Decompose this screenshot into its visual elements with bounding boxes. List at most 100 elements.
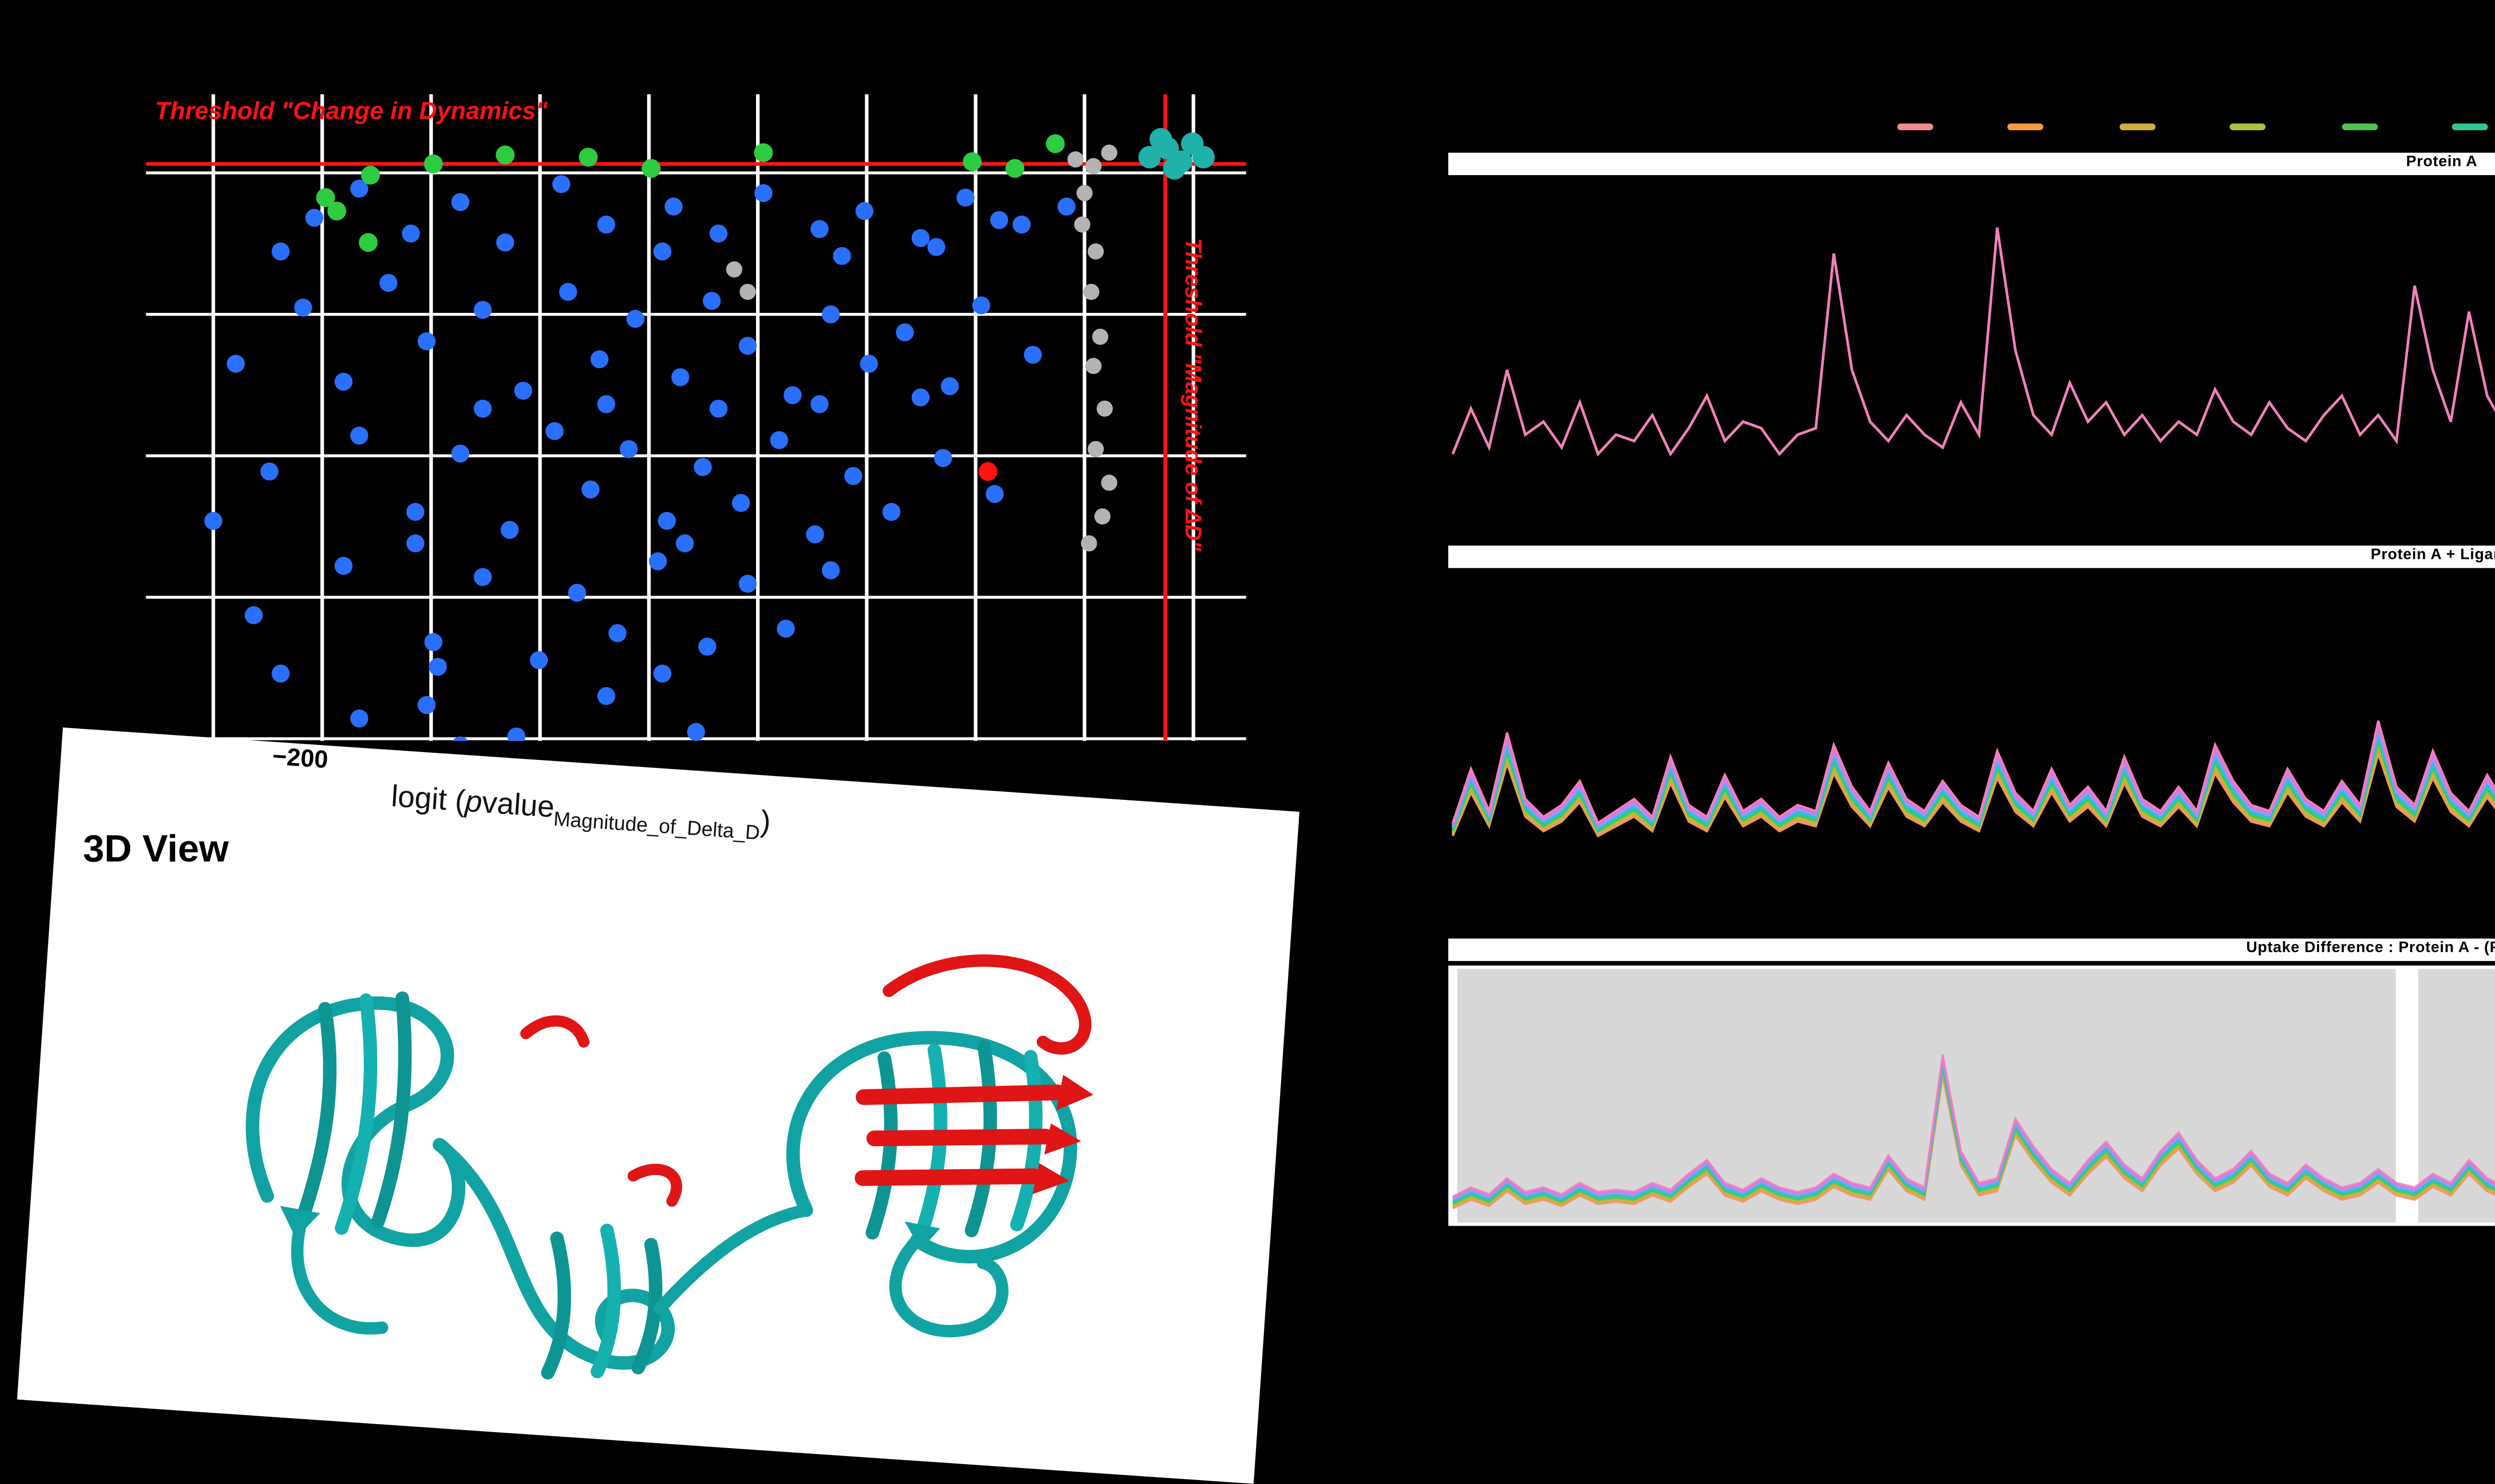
- scatter-point-blue[interactable]: [559, 282, 577, 301]
- scatter-point-blue[interactable]: [334, 556, 353, 575]
- scatter-point-gray[interactable]: [740, 283, 756, 300]
- scatter-point-blue[interactable]: [1057, 197, 1076, 216]
- scatter-point-green[interactable]: [642, 159, 661, 178]
- scatter-point-blue[interactable]: [956, 188, 975, 207]
- scatter-point-teal[interactable]: [1149, 128, 1172, 151]
- scatter-point-blue[interactable]: [754, 184, 772, 202]
- scatter-point-blue[interactable]: [245, 606, 263, 624]
- scatter-point-blue[interactable]: [986, 485, 1004, 503]
- scatter-point-blue[interactable]: [500, 520, 519, 539]
- scatter-point-blue[interactable]: [776, 619, 795, 638]
- scatter-point-green[interactable]: [359, 233, 378, 252]
- scatter-point-blue[interactable]: [698, 637, 717, 656]
- volcano-plot[interactable]: Threshold "Change in Dynamics" Threshold…: [146, 94, 1247, 741]
- scatter-point-blue[interactable]: [451, 193, 470, 211]
- scatter-point-green[interactable]: [316, 188, 335, 207]
- scatter-point-blue[interactable]: [927, 238, 946, 256]
- scatter-point-blue[interactable]: [597, 395, 615, 413]
- scatter-point-blue[interactable]: [474, 399, 492, 418]
- scatter-point-blue[interactable]: [271, 664, 290, 683]
- 3d-view-card[interactable]: −200 logit (pvalueMagnitude_of_Delta_D) …: [17, 727, 1300, 1484]
- scatter-point-blue[interactable]: [568, 583, 586, 602]
- scatter-point-blue[interactable]: [424, 633, 443, 651]
- scatter-point-green[interactable]: [424, 154, 443, 174]
- scatter-point-gray[interactable]: [1081, 535, 1097, 552]
- scatter-point-red[interactable]: [978, 462, 998, 481]
- scatter-point-blue[interactable]: [406, 534, 425, 552]
- scatter-point-blue[interactable]: [709, 224, 728, 243]
- scatter-point-green[interactable]: [327, 202, 346, 221]
- scatter-point-blue[interactable]: [626, 309, 645, 328]
- scatter-point-green[interactable]: [963, 152, 982, 171]
- scatter-point-blue[interactable]: [417, 332, 436, 350]
- scatter-point-blue[interactable]: [227, 354, 245, 373]
- scatter-point-gray[interactable]: [1085, 158, 1102, 175]
- scatter-point-blue[interactable]: [507, 727, 525, 741]
- scatter-point-blue[interactable]: [821, 305, 840, 323]
- scatter-point-blue[interactable]: [619, 440, 638, 458]
- scatter-point-blue[interactable]: [739, 336, 757, 355]
- scatter-point-blue[interactable]: [739, 574, 757, 593]
- scatter-point-gray[interactable]: [1094, 508, 1111, 525]
- scatter-point-blue[interactable]: [608, 624, 627, 642]
- scatter-point-blue[interactable]: [934, 449, 952, 467]
- scatter-point-blue[interactable]: [671, 368, 690, 386]
- scatter-point-blue[interactable]: [406, 502, 425, 521]
- scatter-point-gray[interactable]: [1101, 475, 1118, 491]
- scatter-point-blue[interactable]: [305, 209, 323, 227]
- scatter-point-gray[interactable]: [1085, 358, 1102, 374]
- scatter-point-blue[interactable]: [204, 511, 223, 530]
- scatter-point-blue[interactable]: [911, 388, 930, 407]
- scatter-point-teal[interactable]: [1192, 146, 1215, 169]
- scatter-point-gray[interactable]: [1087, 243, 1104, 260]
- scatter-point-blue[interactable]: [770, 431, 788, 449]
- scatter-point-blue[interactable]: [597, 687, 615, 705]
- scatter-point-gray[interactable]: [726, 261, 743, 278]
- scatter-point-gray[interactable]: [1092, 328, 1109, 345]
- scatter-point-blue[interactable]: [350, 179, 368, 198]
- scatter-point-blue[interactable]: [732, 494, 750, 512]
- scatter-point-blue[interactable]: [882, 502, 901, 521]
- scatter-point-blue[interactable]: [703, 291, 721, 310]
- scatter-point-gray[interactable]: [1076, 185, 1093, 202]
- scatter-point-blue[interactable]: [855, 202, 874, 220]
- protein-a-chart[interactable]: [1448, 180, 2495, 534]
- scatter-point-blue[interactable]: [972, 296, 991, 314]
- scatter-point-gray[interactable]: [1083, 283, 1100, 300]
- scatter-point-green[interactable]: [1045, 134, 1065, 153]
- scatter-point-blue[interactable]: [417, 696, 436, 714]
- scatter-point-blue[interactable]: [402, 224, 420, 243]
- scatter-point-blue[interactable]: [687, 723, 705, 741]
- scatter-point-teal[interactable]: [1138, 146, 1161, 169]
- scatter-point-teal[interactable]: [1163, 157, 1186, 180]
- scatter-point-blue[interactable]: [529, 651, 548, 669]
- scatter-point-blue[interactable]: [833, 247, 851, 265]
- scatter-point-blue[interactable]: [496, 233, 514, 251]
- scatter-point-blue[interactable]: [581, 480, 600, 498]
- scatter-point-blue[interactable]: [1012, 215, 1031, 234]
- scatter-point-blue[interactable]: [911, 229, 930, 247]
- uptake-difference-chart[interactable]: [1448, 965, 2495, 1226]
- scatter-point-green[interactable]: [496, 145, 515, 165]
- scatter-point-blue[interactable]: [709, 399, 728, 418]
- volcano-scatter-canvas[interactable]: [146, 94, 1247, 741]
- scatter-point-blue[interactable]: [806, 525, 824, 543]
- scatter-point-blue[interactable]: [844, 467, 862, 485]
- scatter-point-blue[interactable]: [294, 298, 312, 317]
- scatter-point-gray[interactable]: [1096, 400, 1113, 417]
- scatter-point-blue[interactable]: [545, 422, 564, 440]
- scatter-point-gray[interactable]: [1067, 151, 1084, 168]
- scatter-point-blue[interactable]: [896, 323, 914, 341]
- scatter-point-blue[interactable]: [810, 395, 829, 413]
- scatter-point-blue[interactable]: [783, 386, 802, 404]
- scatter-point-blue[interactable]: [451, 444, 470, 463]
- protein-ribbon-figure[interactable]: [118, 873, 1207, 1483]
- scatter-point-blue[interactable]: [810, 220, 829, 238]
- scatter-point-blue[interactable]: [653, 664, 672, 683]
- scatter-point-blue[interactable]: [664, 197, 683, 216]
- scatter-point-blue[interactable]: [590, 350, 609, 368]
- scatter-point-blue[interactable]: [474, 568, 492, 586]
- scatter-point-blue[interactable]: [1023, 345, 1042, 364]
- scatter-point-blue[interactable]: [514, 381, 532, 400]
- protein-a-ligand-chart[interactable]: [1448, 572, 2495, 905]
